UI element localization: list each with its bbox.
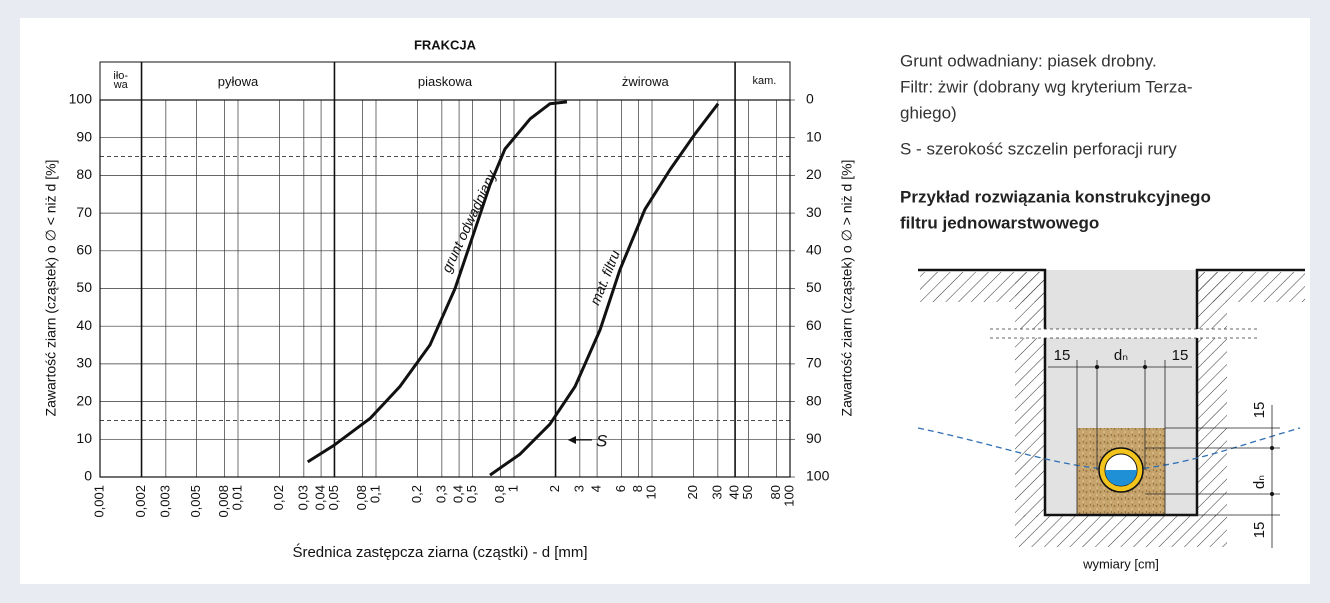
x-tick-label: 2	[547, 485, 562, 492]
grading-curve	[306, 100, 568, 464]
y2-tick-label: 80	[806, 392, 822, 408]
description-line: Grunt odwadniany: piasek drobny.	[900, 51, 1157, 70]
water-table	[917, 427, 1301, 471]
x-tick-label: 0,003	[157, 485, 172, 518]
x-axis-title: Średnica zastępcza ziarna (cząstki) - d …	[292, 543, 587, 561]
y-tick-label: 30	[76, 355, 92, 371]
x-tick-label: 0,002	[133, 485, 148, 518]
dimension-label: 15	[1251, 522, 1268, 539]
y-tick-label: 90	[76, 128, 92, 144]
x-tick-label: 4	[589, 485, 604, 492]
y-tick-label: 70	[76, 204, 92, 220]
x-tick-label: 0,05	[326, 485, 341, 510]
annotation-arrowhead	[568, 436, 576, 444]
fraction-label: pyłowa	[217, 73, 259, 89]
y-tick-label: 50	[76, 279, 92, 295]
y-tick-label: 80	[76, 166, 92, 182]
x-tick-label: 100	[781, 485, 796, 507]
fraction-header: żwirowa	[556, 62, 736, 100]
dimension-label: 15	[1054, 347, 1071, 364]
x-tick-label: 0,03	[295, 485, 310, 510]
x-tick-label: 40	[727, 485, 742, 499]
y2-tick-label: 60	[806, 317, 822, 333]
chart-title: FRAKCJA	[414, 37, 477, 52]
y-tick-label: 60	[76, 242, 92, 258]
fraction-label: piaskowa	[417, 73, 473, 89]
y2-tick-label: 0	[806, 91, 814, 107]
y-tick-label: 20	[76, 392, 92, 408]
fraction-label: iło-wa	[113, 70, 129, 91]
dimension-lines	[1048, 360, 1280, 548]
dimension-label: 15	[1172, 347, 1189, 364]
y2-tick-label: 100	[806, 468, 830, 484]
x-tick-label: 10	[643, 485, 658, 499]
x-tick-label: 30	[709, 485, 724, 499]
x-tick-label: 3	[571, 485, 586, 492]
x-tick-label: 0,2	[409, 485, 424, 503]
x-tick-label: 0,1	[367, 485, 382, 503]
x-tick-label: 0,008	[216, 485, 231, 518]
description-heading: filtru jednowarstwowego	[900, 213, 1099, 232]
x-tick-label: 1	[505, 485, 520, 492]
grading-curve	[489, 102, 720, 477]
diagram-caption: wymiary [cm]	[1082, 556, 1159, 571]
y2-tick-label: 10	[806, 128, 822, 144]
y2-tick-label: 40	[806, 242, 822, 258]
y-axis-title: Zawartość ziarn (cząstek) o ∅ < niż d [%…	[43, 160, 59, 417]
x-tick-label: 0,04	[313, 485, 328, 510]
y2-tick-label: 70	[806, 355, 822, 371]
x-tick-label: 0,08	[354, 485, 369, 510]
fraction-label: żwirowa	[621, 73, 669, 89]
x-tick-label: 0,02	[271, 485, 286, 510]
x-tick-label: 0,005	[188, 485, 203, 518]
y2-tick-label: 20	[806, 166, 822, 182]
description-heading: Przykład rozwiązania konstrukcyjnego	[900, 187, 1211, 206]
x-tick-label: 8	[630, 485, 645, 492]
y-tick-label: 10	[76, 430, 92, 446]
y2-tick-label: 30	[806, 204, 822, 220]
dimension-label: 15	[1251, 402, 1268, 419]
dimension-label: dₙ	[1251, 475, 1268, 489]
trench-diagram: 15 dₙ 15 15 dₙ 15 wymiary [cm]	[917, 268, 1305, 571]
description: Grunt odwadniany: piasek drobny. Filtr: …	[900, 51, 1211, 232]
x-tick-label: 50	[740, 485, 755, 499]
break-band	[990, 329, 1260, 338]
x-tick-label: 0,001	[91, 485, 106, 518]
x-tick-label: 6	[613, 485, 628, 492]
dimension-dots	[1095, 365, 1274, 496]
pipe-water	[1105, 470, 1137, 486]
fraction-header: kam.	[735, 62, 790, 100]
y-tick-label: 100	[69, 91, 93, 107]
plot-frame	[99, 99, 791, 478]
description-line: Filtr: żwir (dobrany wg kryterium Terza-	[900, 77, 1193, 96]
y2-tick-label: 50	[806, 279, 822, 295]
fraction-header: iło-wa	[100, 62, 142, 100]
annotation: S	[596, 431, 608, 450]
soil-hatch	[1015, 272, 1045, 517]
x-tick-label: 80	[768, 485, 783, 499]
y-tick-label: 0	[84, 468, 92, 484]
description-line: S - szerokość szczelin perforacji rury	[900, 139, 1177, 158]
y2-tick-label: 90	[806, 430, 822, 446]
x-tick-label: 20	[685, 485, 700, 499]
curve-label: grunt odwadniany	[438, 167, 500, 275]
x-tick-label: 0,5	[464, 485, 479, 503]
description-line: ghiego)	[900, 103, 957, 122]
soil-hatch	[1197, 272, 1227, 517]
y-tick-label: 40	[76, 317, 92, 333]
x-tick-label: 0,4	[451, 485, 466, 503]
trench-outline	[918, 268, 1305, 517]
fraction-header: piaskowa	[334, 62, 555, 100]
fraction-header: pyłowa	[142, 62, 335, 100]
soil-hatch	[1015, 515, 1227, 547]
x-tick-label: 0,3	[433, 485, 448, 503]
x-tick-label: 0,01	[229, 485, 244, 510]
fraction-label: kam.	[752, 74, 777, 87]
y2-axis-title: Zawartość ziarn (cząstek) o ∅ > niż d [%…	[839, 160, 855, 417]
dimension-label: dₙ	[1114, 347, 1128, 364]
x-tick-label: 0,8	[492, 485, 507, 503]
